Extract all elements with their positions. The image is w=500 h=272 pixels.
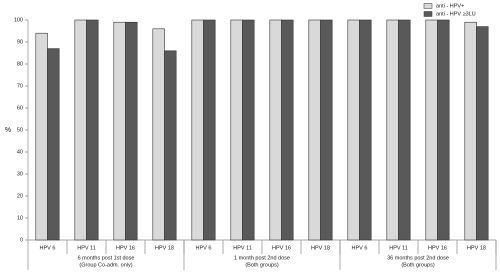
- x-tick-label: HPV 11: [389, 245, 408, 251]
- bar: [398, 19, 411, 241]
- bar: [269, 19, 282, 241]
- x-tick-label: HPV 6: [352, 245, 368, 251]
- legend-label: anti - HPV+: [436, 3, 464, 9]
- bar: [152, 28, 165, 241]
- group-sublabel: (Both groups): [401, 262, 434, 268]
- group-label: 1 month post 2nd dose: [234, 255, 290, 261]
- bar: [230, 19, 243, 241]
- bar: [164, 50, 177, 241]
- y-tick-label: 70: [17, 83, 23, 89]
- bar: [347, 19, 360, 241]
- bar: [74, 19, 87, 241]
- y-tick-label: 40: [17, 149, 23, 155]
- bar: [281, 19, 294, 241]
- y-tick-label: 0: [20, 237, 23, 243]
- x-tick-label: HPV 11: [233, 245, 252, 251]
- legend-swatch: [423, 11, 433, 17]
- bar: [203, 19, 216, 241]
- group-sublabel: (Both groups): [245, 262, 278, 268]
- x-tick-label: HPV 16: [116, 245, 135, 251]
- bar: [113, 21, 126, 241]
- bar: [86, 19, 99, 241]
- bar: [425, 19, 438, 241]
- x-tick-label: HPV 6: [40, 245, 56, 251]
- y-tick-label: 90: [17, 39, 23, 45]
- x-tick-label: HPV 16: [428, 245, 447, 251]
- bar: [359, 19, 372, 241]
- bar: [320, 19, 333, 241]
- bar: [191, 19, 204, 241]
- bar: [125, 21, 138, 241]
- y-tick-label: 30: [17, 171, 23, 177]
- y-tick-label: 10: [17, 215, 23, 221]
- y-tick-label: 80: [17, 61, 23, 67]
- group-sublabel: (Group Co-adm. only): [79, 262, 132, 268]
- bar: [242, 19, 255, 241]
- bar: [476, 26, 489, 241]
- y-tick-label: 50: [17, 127, 23, 133]
- x-tick-label: HPV 16: [272, 245, 291, 251]
- group-label: 36 months post 2nd dose: [387, 255, 449, 261]
- x-tick-label: HPV 6: [196, 245, 212, 251]
- x-tick-label: HPV 18: [155, 245, 174, 251]
- y-axis-label: %: [5, 127, 11, 134]
- legend-swatch: [423, 3, 433, 9]
- x-tick-label: HPV 18: [311, 245, 330, 251]
- legend-label: anti - HPV ≥3LU: [436, 11, 476, 17]
- bar: [386, 19, 399, 241]
- group-label: 6 months post 1st dose: [78, 255, 135, 261]
- bar: [437, 19, 450, 241]
- bar: [35, 32, 48, 241]
- bar: [308, 19, 321, 241]
- y-tick-label: 20: [17, 193, 23, 199]
- bar: [464, 21, 477, 241]
- bar: [47, 48, 60, 241]
- y-tick-label: 60: [17, 105, 23, 111]
- y-tick-label: 100: [14, 17, 23, 23]
- x-tick-label: HPV 11: [77, 245, 96, 251]
- x-tick-label: HPV 18: [467, 245, 486, 251]
